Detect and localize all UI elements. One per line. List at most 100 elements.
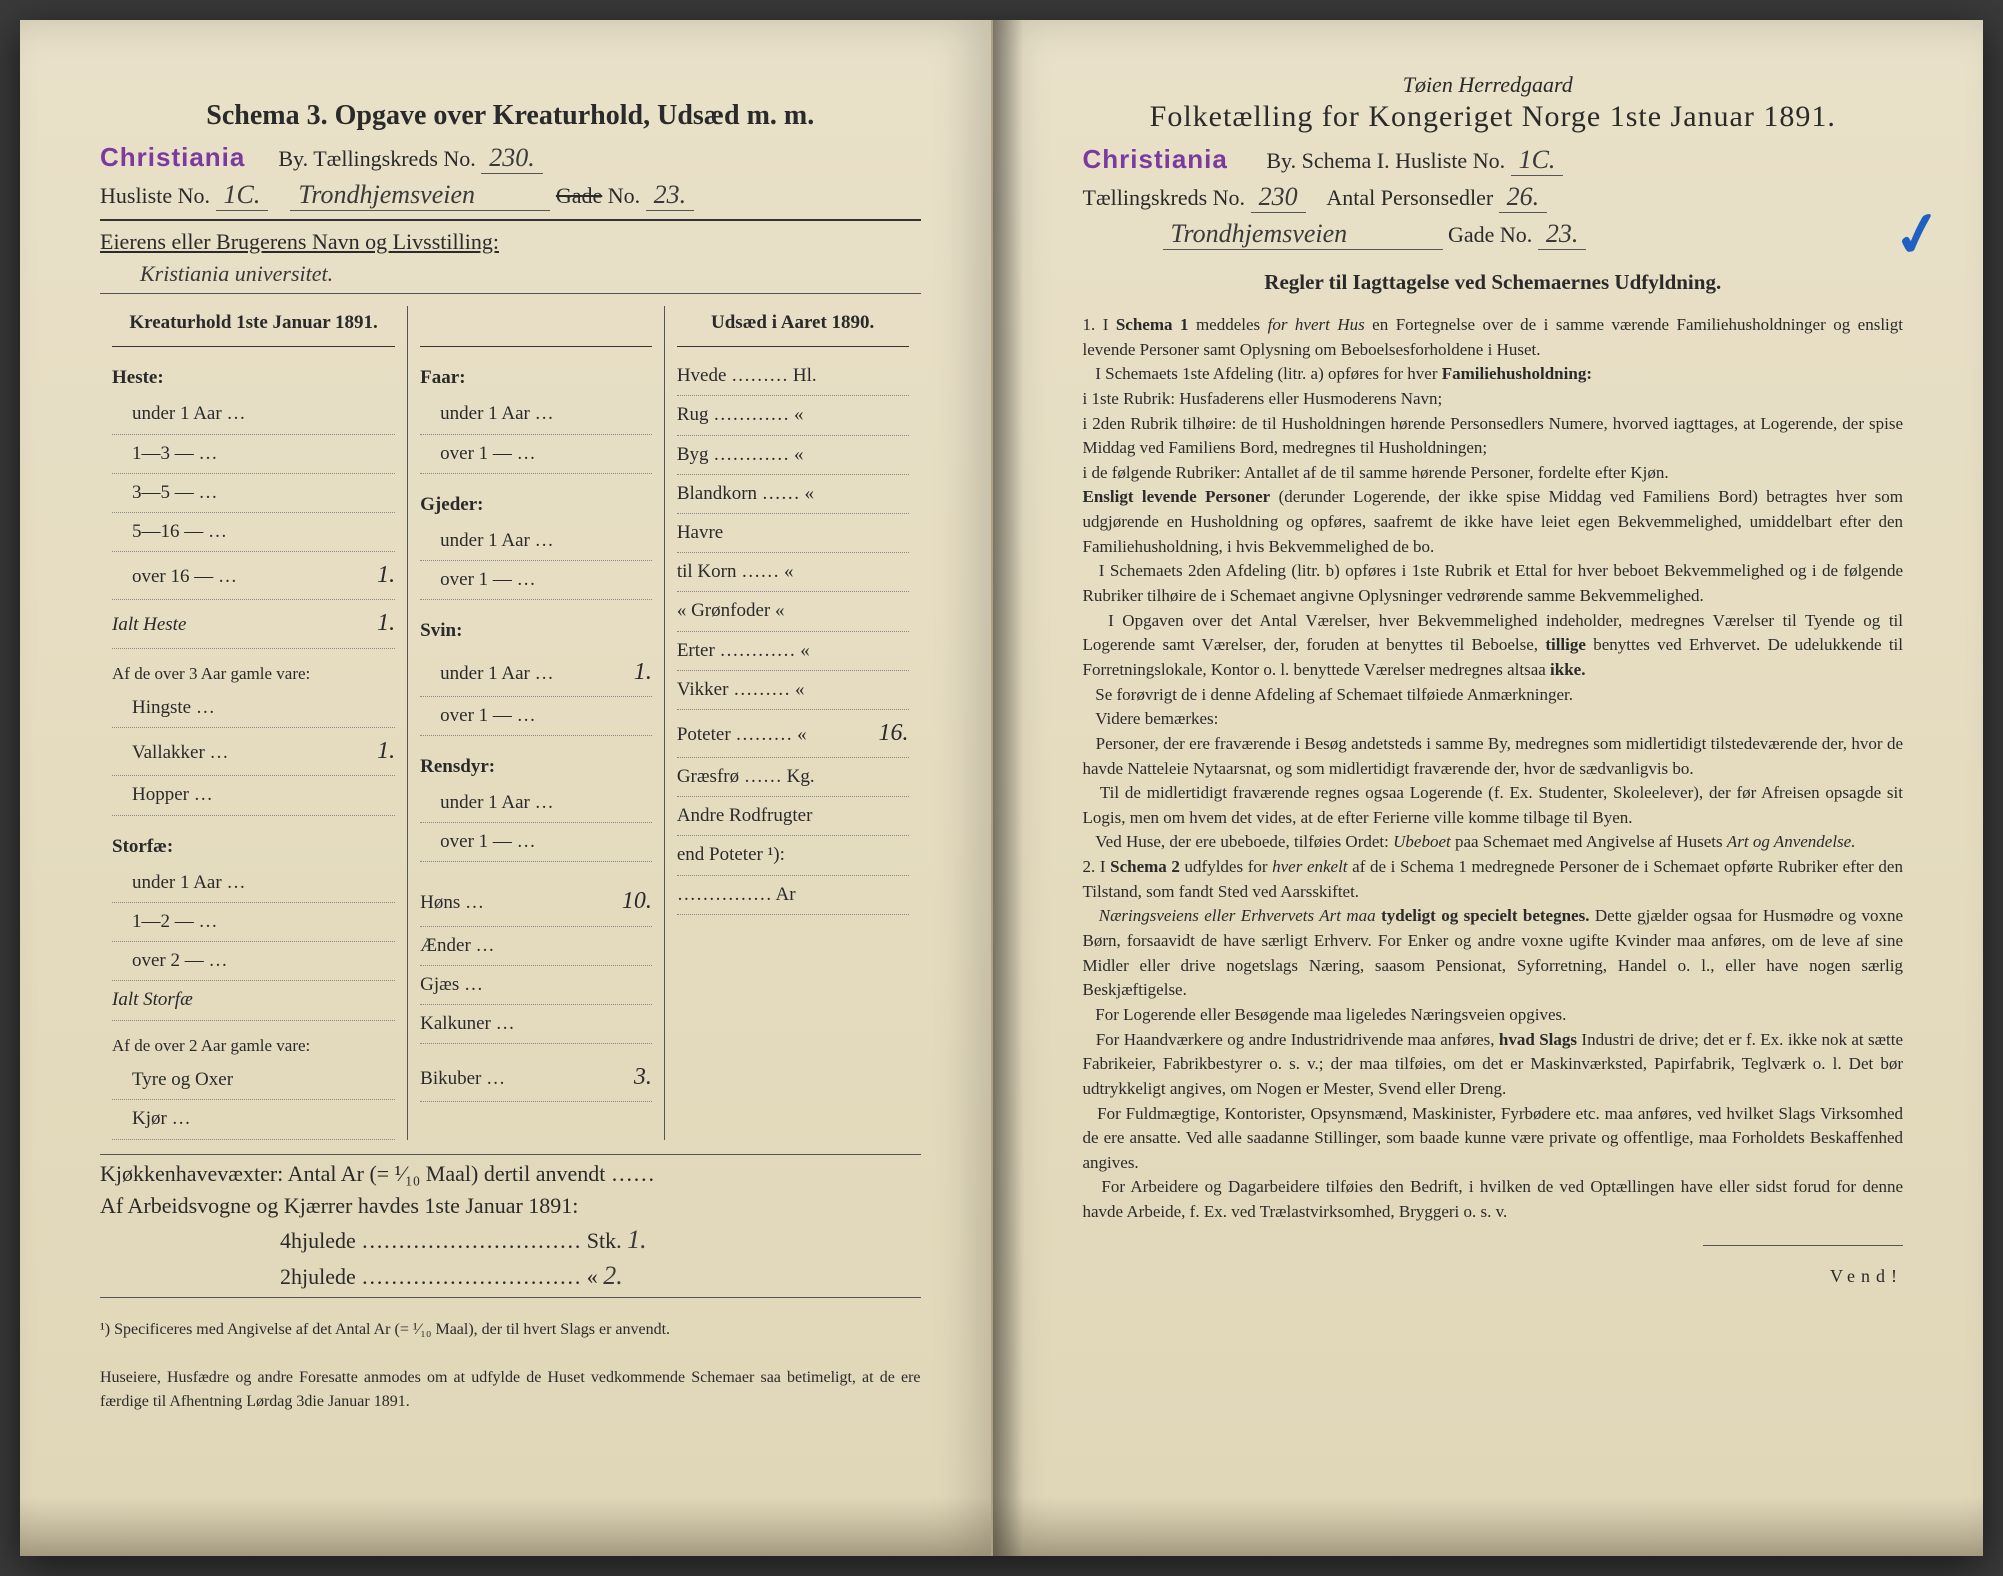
antal-label: Antal Personsedler	[1326, 185, 1493, 210]
storfae-over2-label: Af de over 2 Aar gamle vare:	[112, 1031, 395, 1062]
ud-byg: Byg ………… «	[677, 436, 909, 475]
ud-ar: …………… Ar	[677, 876, 909, 915]
page-shadow	[20, 1496, 991, 1556]
storfae-o2: over 2 — …	[112, 942, 395, 981]
ud-vikker: Vikker ……… «	[677, 671, 909, 710]
aender: Ænder …	[420, 927, 652, 966]
right-page-schema1: Tøien Herredgaard Folketælling for Konge…	[993, 20, 1984, 1556]
page-shadow-right	[993, 1496, 1984, 1556]
rensdyr-title: Rensdyr:	[420, 750, 652, 784]
gutter-shadow	[993, 20, 1023, 1556]
owner-label: Eierens eller Brugerens Navn og Livsstil…	[100, 229, 921, 255]
rules-body: 1. I Schema 1 meddeles for hvert Hus en …	[1083, 313, 1904, 1225]
faar-u1: under 1 Aar …	[420, 395, 652, 434]
kreds-no: 230.	[481, 143, 543, 174]
gade-hand-right: Trondhjemsveien	[1163, 219, 1443, 250]
heste-5-16: 5—16 — …	[112, 513, 395, 552]
blue-checkmark-icon: ✓	[1887, 196, 1949, 274]
gjeder-title: Gjeder:	[420, 488, 652, 522]
storfae-title: Storfæ:	[112, 830, 395, 864]
livestock-table: Kreaturhold 1ste Januar 1891. Heste: und…	[100, 306, 921, 1140]
request-text: Huseiere, Husfædre og andre Foresatte an…	[100, 1366, 921, 1414]
ud-erter: Erter ………… «	[677, 632, 909, 671]
col-smaafae: Faar: under 1 Aar … over 1 — … Gjeder: u…	[408, 306, 665, 1140]
row-gade-right: Trondhjemsveien Gade No. 23.	[1083, 219, 1904, 250]
ud-blandkorn: Blandkorn …… «	[677, 475, 909, 514]
ud-end-poteter: end Poteter ¹):	[677, 836, 909, 875]
rules-header: Regler til Iagttagelse ved Schemaernes U…	[1083, 270, 1904, 295]
owner-label-text: Eierens eller Brugerens Navn og Livsstil…	[100, 229, 499, 254]
arbeidsvogne-label: Af Arbeidsvogne og Kjærrer havdes 1ste J…	[100, 1193, 921, 1219]
census-document: Schema 3. Opgave over Kreaturhold, Udsæd…	[20, 20, 1983, 1556]
hons: Høns …10.	[420, 878, 652, 926]
hopper: Hopper …	[112, 776, 395, 815]
storfae-ialt: Ialt Storfæ	[112, 981, 395, 1020]
husliste-no-right: 1C.	[1511, 145, 1564, 176]
kreds-no-right: 230	[1251, 182, 1306, 213]
faar-o1: over 1 — …	[420, 435, 652, 474]
svin-o1: over 1 — …	[420, 697, 652, 736]
col1-header: Kreaturhold 1ste Januar 1891.	[112, 306, 395, 347]
rensdyr-u1: under 1 Aar …	[420, 784, 652, 823]
ud-andre: Andre Rodfrugter	[677, 797, 909, 836]
row-husliste: Husliste No. 1C. Trondhjemsveien Gade No…	[100, 180, 921, 211]
vend-label: Vend!	[1083, 1266, 1904, 1287]
heste-over3-label: Af de over 3 Aar gamle vare:	[112, 659, 395, 690]
vallakker: Vallakker …1.	[112, 728, 395, 776]
antal-val: 26.	[1499, 182, 1548, 213]
by-label: By. Tællingskreds No.	[278, 146, 475, 171]
kreds-label-right: Tællingskreds No.	[1083, 185, 1246, 210]
gjaes: Gjæs …	[420, 966, 652, 1005]
footnote-1: ¹) Specificeres med Angivelse af det Ant…	[100, 1318, 921, 1342]
tyre: Tyre og Oxer	[112, 1061, 395, 1100]
gjeder-o1: over 1 — …	[420, 561, 652, 600]
husliste-no: 1C.	[216, 180, 269, 211]
kjor: Kjør …	[112, 1100, 395, 1139]
kjokkenhave: Kjøkkenhavevæxter: Antal Ar (= ¹⁄₁₀ Maal…	[100, 1161, 921, 1187]
kalkuner: Kalkuner …	[420, 1005, 652, 1044]
heste-1-3: 1—3 — …	[112, 435, 395, 474]
ud-graesfro: Græsfrø …… Kg.	[677, 758, 909, 797]
heste-ialt: Ialt Heste1.	[112, 600, 395, 648]
city-stamp-right: Christiania	[1083, 144, 1228, 174]
row-kreds-antal: Tællingskreds No. 230 Antal Personsedler…	[1083, 182, 1904, 213]
col-udsaed: Udsæd i Aaret 1890. Hvede ……… Hl. Rug ………	[665, 306, 921, 1140]
rensdyr-o1: over 1 — …	[420, 823, 652, 862]
gade-label-struck: Gade	[556, 183, 602, 208]
by-schema-label: By. Schema I. Husliste No.	[1266, 148, 1505, 173]
col-heste-storfae: Kreaturhold 1ste Januar 1891. Heste: und…	[100, 306, 408, 1140]
gade-no-right: 23.	[1538, 219, 1587, 250]
gade-label-right: Gade No.	[1448, 222, 1532, 247]
heste-3-5: 3—5 — …	[112, 474, 395, 513]
col3-header: Udsæd i Aaret 1890.	[677, 306, 909, 347]
heste-o16: over 16 — …1.	[112, 552, 395, 600]
gade-no: 23.	[646, 180, 695, 211]
2hjulede-row: 2hjulede ………………………… « 2.	[100, 1261, 921, 1291]
svin-title: Svin:	[420, 614, 652, 648]
col2-header-spacer	[420, 306, 652, 347]
heste-title: Heste:	[112, 361, 395, 395]
ud-havre-korn: til Korn …… «	[677, 553, 909, 592]
schema3-title: Schema 3. Opgave over Kreaturhold, Udsæd…	[100, 100, 921, 132]
ud-havre-gronfoder: « Grønfoder «	[677, 592, 909, 631]
bikuber: Bikuber …3.	[420, 1054, 652, 1102]
ud-rug: Rug ………… «	[677, 396, 909, 435]
heste-u1: under 1 Aar …	[112, 395, 395, 434]
ud-poteter: Poteter ……… «16.	[677, 710, 909, 758]
left-page-schema3: Schema 3. Opgave over Kreaturhold, Udsæd…	[20, 20, 993, 1556]
ud-havre: Havre	[677, 514, 909, 553]
husliste-label: Husliste No.	[100, 183, 210, 208]
gade-name: Trondhjemsveien	[290, 180, 550, 211]
hingste: Hingste …	[112, 689, 395, 728]
gade-no-label: No.	[608, 183, 640, 208]
4hjulede-row: 4hjulede ………………………… Stk. 1.	[100, 1225, 921, 1255]
faar-title: Faar:	[420, 361, 652, 395]
svin-u1: under 1 Aar …1.	[420, 649, 652, 697]
census-title: Folketælling for Kongeriget Norge 1ste J…	[1083, 100, 1904, 134]
owner-name: Kristiania universitet.	[100, 261, 921, 287]
city-stamp-left: Christiania	[100, 142, 245, 172]
row-city-kreds: Christiania By. Tællingskreds No. 230.	[100, 142, 921, 174]
row-city-schema: Christiania By. Schema I. Husliste No. 1…	[1083, 144, 1904, 176]
ud-hvede: Hvede ……… Hl.	[677, 357, 909, 396]
handwritten-annotation: Tøien Herredgaard	[1403, 72, 1573, 98]
